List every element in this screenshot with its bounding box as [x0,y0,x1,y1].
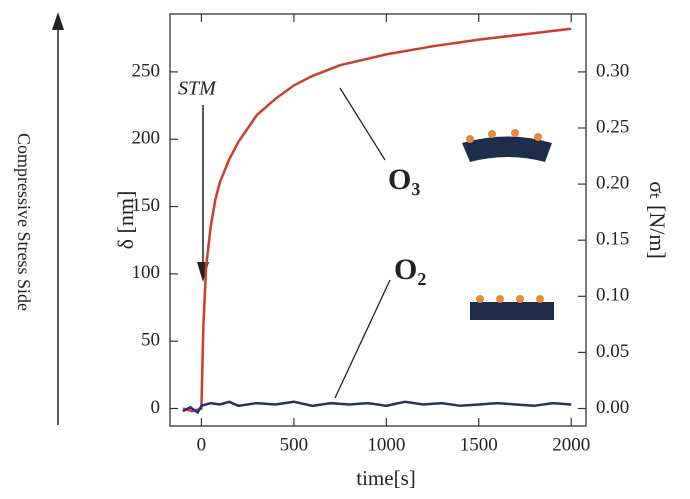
x-axis-label: time[s] [356,466,415,490]
bent-plate-icon [462,136,552,162]
series-label: O₃ [388,163,420,196]
annotation: STM [178,78,217,100]
y2-tick-label: 0.05 [596,341,629,362]
y2-tick-label: 0.15 [596,229,629,250]
x-tick-label: 1000 [367,434,405,455]
leader-line [334,279,391,399]
y-tick-label: 50 [141,330,160,351]
plot-frame [169,13,587,427]
y-axis-label: δ [nm] [113,191,138,250]
x-tick-label: 2000 [552,434,590,455]
y2-tick-label: 0.20 [596,172,629,193]
y-tick-label: 100 [132,262,161,283]
y2-axis-label: σₜ [N/m] [645,181,670,259]
y-tick-label: 250 [132,60,161,81]
y2-tick-label: 0.25 [596,116,629,137]
x-tick-label: 0 [197,434,207,455]
y-tick-label: 200 [132,128,161,149]
y2-tick-label: 0.10 [596,285,629,306]
side-arrowhead [52,12,64,30]
flat-plate-icon [470,302,554,320]
y-tick-label: 0 [151,397,161,418]
y2-tick-label: 0.00 [596,397,629,418]
side-label: Compressive Stress Side [14,133,34,311]
y2-tick-label: 0.30 [596,60,629,81]
x-tick-label: 500 [280,434,309,455]
y-tick-label: 150 [132,195,161,216]
atom-icons [476,295,544,303]
atom-icons [466,129,542,143]
series-line [182,27,572,413]
leader-line [339,87,386,161]
series-line [182,400,572,415]
x-tick-label: 1500 [460,434,498,455]
series-label: O₂ [394,253,426,286]
